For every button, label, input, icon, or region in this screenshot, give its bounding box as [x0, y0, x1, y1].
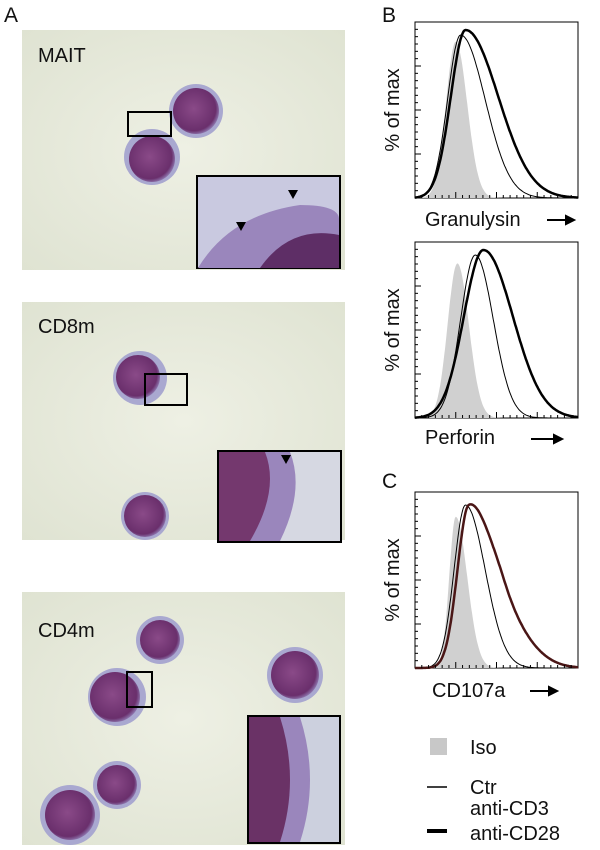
plot-frame: [414, 491, 579, 669]
x-axis-label: Granulysin: [425, 209, 521, 231]
histogram-curve: [414, 28, 579, 199]
legend-swatch: [430, 738, 447, 755]
legend-label: Ctr: [470, 777, 497, 799]
micrograph: CD4m: [22, 592, 345, 845]
histogram-curve: [415, 263, 578, 418]
histogram-curve: [415, 41, 578, 198]
histogram-curve: [415, 516, 578, 668]
legend-label: Iso: [470, 737, 497, 759]
micrograph: MAIT: [22, 30, 345, 270]
panel-letter: B: [382, 4, 396, 27]
histogram-curve: [415, 504, 578, 669]
micrograph: CD8m: [22, 302, 345, 543]
arrow: [530, 214, 577, 697]
x-axis-label: CD107a: [432, 680, 506, 702]
y-axis-label: % of max: [382, 538, 404, 621]
y-axis-label: % of max: [382, 288, 404, 371]
histogram-curve: [415, 503, 578, 670]
image-label: CD8m: [38, 316, 95, 338]
image-label: CD4m: [38, 620, 95, 642]
y-axis-label: % of max: [382, 68, 404, 151]
panel-letter: C: [382, 470, 397, 493]
image-label: MAIT: [38, 45, 86, 67]
x-axis-label: Perforin: [425, 427, 495, 449]
legend-label: anti-CD28: [470, 823, 560, 845]
panel-letter: A: [4, 4, 18, 27]
legend-label: anti-CD3: [470, 798, 549, 820]
histogram-curve: [415, 248, 579, 419]
